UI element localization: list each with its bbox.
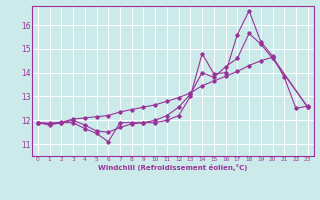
- X-axis label: Windchill (Refroidissement éolien,°C): Windchill (Refroidissement éolien,°C): [98, 164, 247, 171]
